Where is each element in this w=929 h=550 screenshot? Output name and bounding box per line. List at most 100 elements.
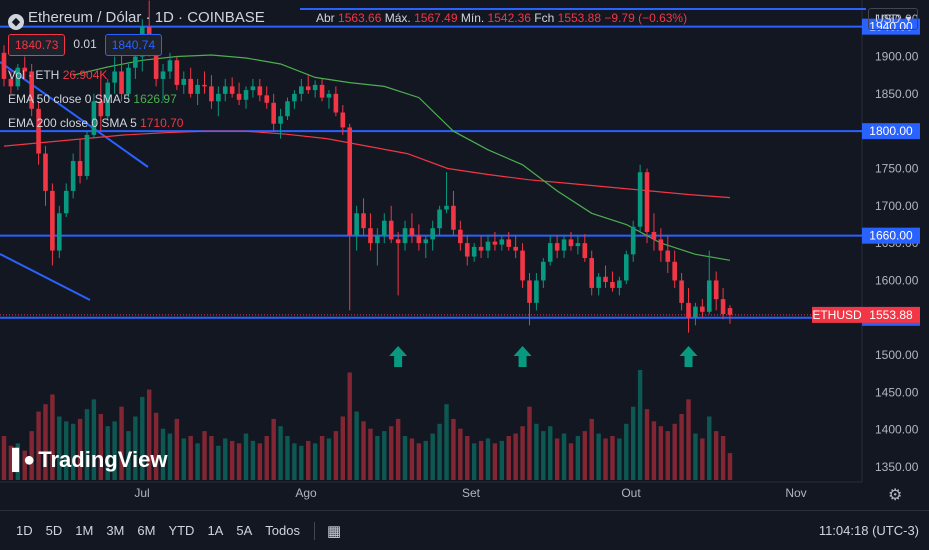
last-price-label: 1553.88 [869,308,913,322]
candle [250,78,256,98]
candle [513,235,518,259]
x-tick-label: Set [462,486,481,500]
bottom-toolbar: 1D 5D 1M 3M 6M YTD 1A 5A Todos ▦ 11:04:1… [0,510,929,550]
high-value: 1567.49 [414,11,458,25]
volume-bar [700,438,705,480]
open-value: 1563.66 [338,11,382,25]
volume-bar [319,436,325,480]
volume-bar [727,453,733,480]
volume-bar [188,436,193,480]
ema50-line [72,54,731,261]
volume-bar [50,394,55,480]
symbol-tag [812,306,862,323]
candle [693,302,698,326]
candle [77,138,83,184]
volume-bar [492,443,498,480]
range-3m[interactable]: 3M [106,523,125,538]
candle [561,235,567,259]
candle [727,305,733,324]
currency-select[interactable]: USD ▼ [868,8,918,30]
tradingview-logo-icon: ▌● [12,448,35,471]
volume-bar [98,414,103,480]
range-todos[interactable]: Todos [265,523,300,538]
symbol-title[interactable]: ◆ Ethereum / Dólar · 1D · COINBASE [8,9,265,30]
volume-bar [181,438,186,480]
calendar-icon[interactable]: ▦ [326,522,342,540]
close-value: 1553.88 [557,11,602,25]
range-1a[interactable]: 1A [207,523,224,538]
legend-ema50[interactable]: EMA 50 close 0 SMA 5 1626.97 [8,92,177,106]
x-tick-label: Ago [295,486,317,500]
level-price-tag [862,18,920,35]
candle [485,235,491,259]
volume-bar [36,411,41,480]
legend-volume[interactable]: Vol · ETH 26.904K [8,68,107,82]
volume-bar [250,440,256,480]
volume-bar [554,438,560,480]
level-price-tag [862,123,920,140]
volume-bar [167,433,173,480]
bullish-arrow-icon [389,346,408,367]
volume-bar [160,428,166,480]
bullish-arrow-icon [513,346,532,367]
candle [1,45,7,87]
sell-button[interactable]: 1840.73 [8,34,66,56]
candle [430,220,435,251]
candle [84,131,90,180]
volume-bar [354,411,359,480]
range-ytd[interactable]: YTD [168,523,195,538]
range-buttons: 1D 5D 1M 3M 6M YTD 1A 5A Todos [16,523,300,538]
toolbar-divider [313,521,315,540]
level-price-label: 1940.00 [869,20,913,34]
candle [547,235,553,266]
candle [534,272,539,311]
candle [202,71,207,94]
x-tick-label: Jul [134,486,149,500]
range-6m[interactable]: 6M [137,523,156,538]
legend-ema200[interactable]: EMA 200 close 0 SMA 5 1710.70 [8,116,183,130]
volume-bar [485,438,491,480]
y-tick-label: 1600.00 [875,273,919,287]
gear-icon[interactable]: ⚙ [888,487,903,504]
candle [520,243,525,288]
candle [651,213,657,251]
low-value: 1542.36 [487,11,531,25]
x-tick-label: Out [621,486,641,500]
ohlc-readout: Abr 1563.66 Máx. 1567.49 Mín. 1542.36 Fc… [316,11,687,25]
candle [720,287,726,320]
candle [686,287,691,333]
candle [126,63,131,98]
candle [672,250,677,288]
clock-readout[interactable]: 11:04:18 (UTC-3) [818,523,919,538]
range-1d[interactable]: 1D [16,523,33,538]
candle [119,49,124,102]
volume-bar [589,418,594,480]
low-label: Mín. [460,11,485,25]
candle [464,235,470,266]
candle [665,235,671,273]
candle [706,250,712,315]
candle [506,231,512,251]
candle [444,172,449,214]
buy-button[interactable]: 1840.74 [104,34,163,56]
candle [319,78,325,102]
volume-bar [333,431,339,480]
candle [409,213,415,244]
candle [105,78,111,120]
range-5a[interactable]: 5A [236,523,253,538]
range-5d[interactable]: 5D [45,523,63,538]
volume-bar [8,445,14,480]
volume-bar [389,426,394,480]
volume-bar [57,416,62,480]
candle [617,276,622,296]
price-chart[interactable]: 1350.001400.001450.001500.001550.001600.… [0,0,929,510]
volume-bar [423,440,428,480]
y-tick-label: 1400.00 [875,423,919,437]
volume-bar [264,436,269,480]
legend-volume-value: 26.904K [62,68,108,82]
volume-bar [520,426,525,480]
volume-bar [624,423,629,480]
range-1m[interactable]: 1M [75,523,94,538]
candle [216,86,221,117]
candle [354,205,359,251]
